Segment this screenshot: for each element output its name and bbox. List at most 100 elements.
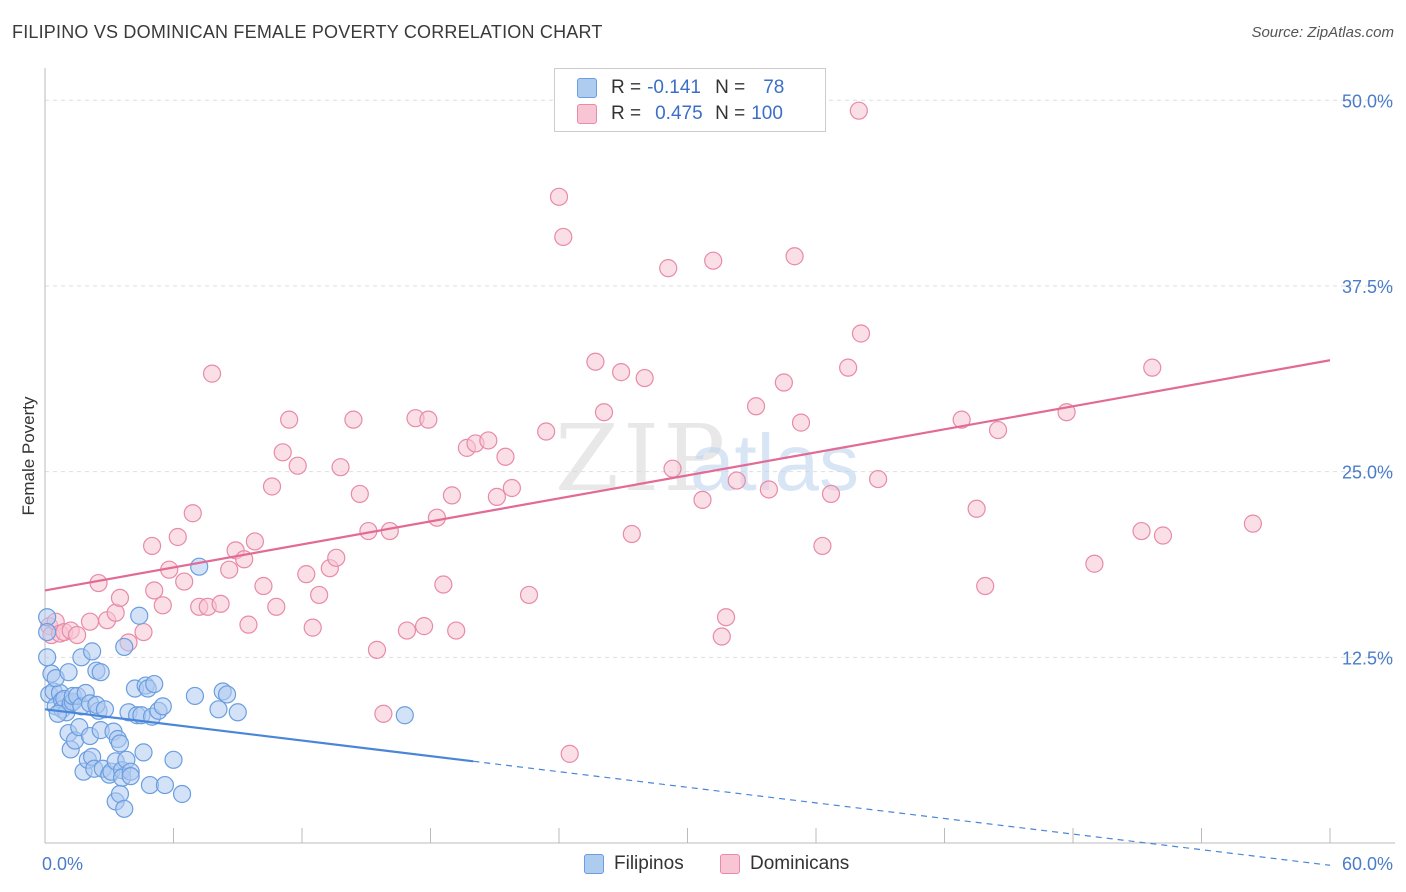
axes [44,68,1395,844]
bottom-legend-label: Filipinos [614,853,684,874]
data-point [712,627,731,646]
legend-box: R = -0.141 N = 78 R = 0.475 N = 100 [554,68,826,132]
grid-lines [45,99,1395,658]
data-point [68,625,87,645]
data-point [115,637,134,657]
data-point [447,621,466,640]
data-point [594,403,614,422]
data-point [1132,521,1151,541]
legend-n-value: 78 [763,77,785,98]
legend-swatch-dominicans [577,104,597,124]
source-label: Source: ZipAtlas.com [1251,24,1394,41]
data-point [427,508,447,527]
data-point [952,410,971,429]
data-point [496,447,515,466]
bottom-legend-label: Dominicans [750,853,850,874]
data-point [95,700,115,719]
data-point [327,548,346,567]
legend-r-value: 0.475 [655,103,703,124]
legend-r-label: R = [611,103,642,124]
data-point [537,422,556,441]
data-point [813,536,832,556]
data-point [1143,358,1162,377]
y-tick-label: 12.5% [1342,648,1393,668]
data-point [759,480,778,499]
data-point [211,594,230,613]
data-point [560,744,579,763]
data-point [693,490,712,509]
data-point [727,471,746,490]
data-point [168,527,187,547]
trend-line-solid [44,708,474,763]
data-point [239,615,258,634]
data-point [851,324,871,343]
data-point [175,572,194,591]
bottom-legend-swatch-filipinos [584,854,604,874]
filipino-points [38,557,414,818]
data-point [869,469,888,489]
data-point [48,704,67,723]
data-point [121,767,140,786]
data-point [663,459,682,478]
data-point [134,622,153,642]
data-point [397,621,417,640]
data-point [395,706,414,725]
data-point [110,588,130,608]
data-point [254,576,273,596]
data-point [115,799,134,818]
data-point [502,478,521,498]
data-point [774,373,793,392]
data-point [142,536,162,556]
data-point [273,443,292,462]
data-point [519,585,539,605]
data-point [185,686,205,706]
data-point [1153,526,1173,545]
data-point [288,456,307,475]
y-tick-label: 50.0% [1342,91,1393,111]
data-point [145,674,164,694]
x-tick-label: 60.0% [1342,854,1393,874]
data-point [791,413,811,432]
data-point [434,575,453,594]
bottom-legend-swatch-dominicans [720,854,740,874]
data-point [554,227,573,247]
data-point [549,187,569,206]
data-point [134,743,153,762]
bottom-legend-filipinos: Filipinos [584,852,684,876]
data-point [976,576,995,596]
bottom-legend-dominicans: Dominicans [720,852,849,876]
data-point [1243,514,1263,533]
data-point [155,775,175,795]
data-point [202,364,222,383]
data-point [310,585,329,605]
data-point [59,663,78,682]
data-point [110,734,130,753]
data-point [164,750,183,769]
data-point [622,524,641,544]
chart-title: FILIPINO VS DOMINICAN FEMALE POVERTY COR… [12,22,603,42]
data-point [209,700,228,719]
trend-line-solid [44,359,1331,592]
data-point [280,410,299,429]
data-point [487,487,506,506]
legend-r-label: R = [611,77,642,98]
data-point [217,685,237,704]
data-point [704,251,723,270]
data-point [228,703,247,722]
data-point [586,352,605,371]
data-point [479,431,498,450]
trend-line-dashed [473,760,1331,866]
tick-labels: 12.5% 25.0% 37.5% 50.0% 0.0% 60.0% [42,91,1393,874]
legend-row-filipinos: R = -0.141 N = 78 [577,75,784,101]
y-tick-label: 37.5% [1342,277,1393,297]
data-point [839,358,858,377]
data-point [83,642,102,661]
data-point [821,484,841,504]
data-point [145,581,164,600]
data-point [414,617,434,636]
data-point [419,410,438,429]
legend-n-label: N = [715,103,746,124]
data-point [297,565,316,584]
data-point [344,410,363,429]
legend-swatch-filipinos [577,78,597,98]
